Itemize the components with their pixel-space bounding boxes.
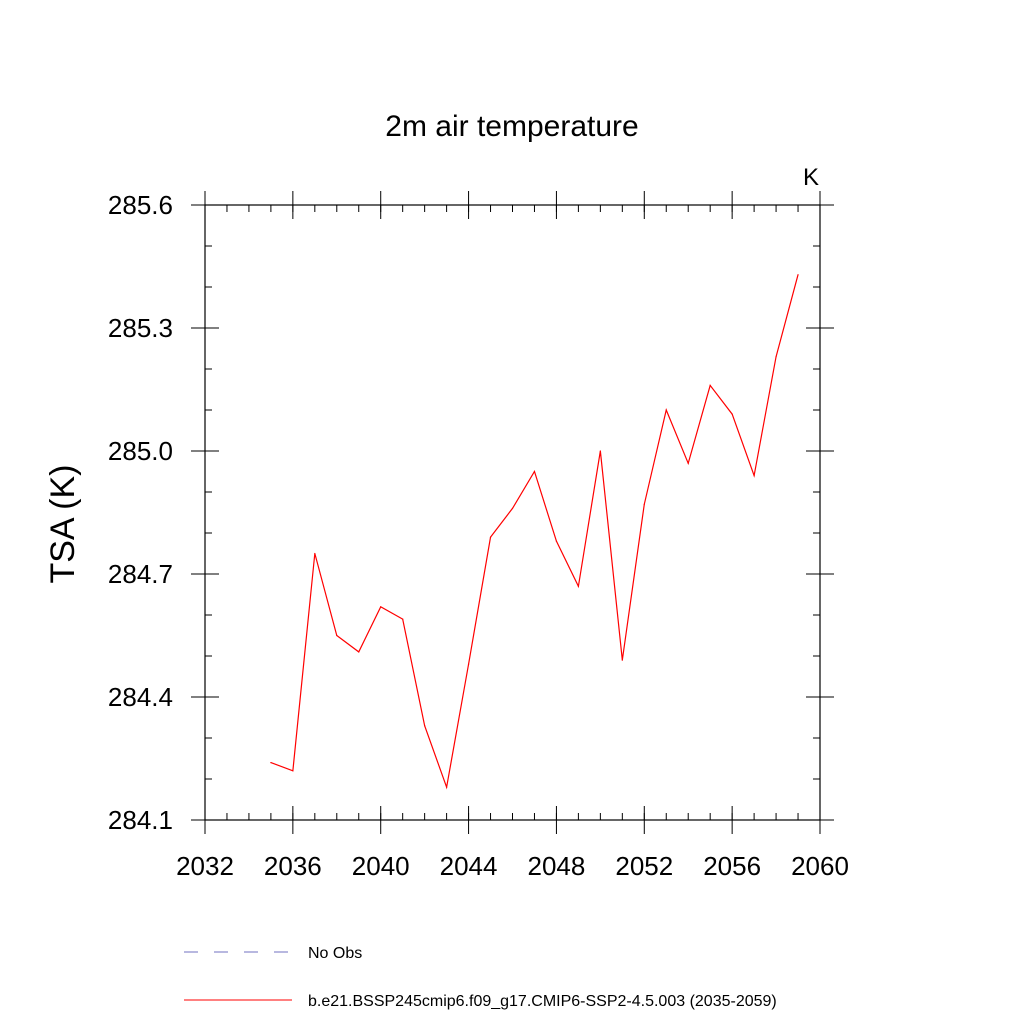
x-tick-label: 2036 [264,851,322,881]
x-tick-label: 2044 [440,851,498,881]
data-point [555,540,558,542]
y-tick-label: 284.7 [108,559,173,589]
data-point [533,470,536,473]
data-point [270,762,272,764]
x-tick-label: 2040 [352,851,410,881]
legend-label: b.e21.BSSP245cmip6.f09_g17.CMIP6-SSP2-4.… [308,993,777,1010]
y-tick-label: 285.3 [108,313,173,343]
y-tick-label: 285.6 [108,190,173,220]
data-point [665,409,667,411]
y-tick-label: 284.1 [108,805,173,835]
series-group [270,274,799,790]
data-point [402,618,404,620]
data-point [358,651,360,653]
data-point [643,503,645,505]
chart-title: 2m air temperature [385,110,638,143]
data-point [797,274,799,276]
legend-label: No Obs [308,945,362,962]
x-tick-label: 2032 [176,851,234,881]
series-line [270,274,799,790]
x-tick-label: 2052 [615,851,673,881]
legend: No Obs b.e21.BSSP245cmip6.f09_g17.CMIP6-S… [184,945,777,1010]
data-point [511,507,514,509]
x-tick-label: 2056 [703,851,761,881]
data-point [599,450,601,452]
plot-frame [204,204,821,821]
data-point [709,384,711,386]
data-point [621,659,623,661]
y-tick-label: 285.0 [108,436,173,466]
data-point [753,475,755,477]
x-tick-label: 2060 [791,851,849,881]
y-tick-labels: 284.1 284.4 284.7 285.0 285.3 285.6 [108,190,173,835]
data-point [424,725,426,727]
data-point [687,462,689,464]
data-point [489,536,492,538]
x-tick-labels: 2032 2036 2040 2044 2048 2052 2056 2060 [176,851,849,881]
data-point [314,552,316,555]
units-label: K [803,164,819,191]
data-point [380,606,382,608]
data-point [731,413,733,415]
data-point [775,356,777,358]
data-point [446,786,448,788]
y-tick-label: 284.4 [108,682,173,712]
data-point [292,770,294,772]
x-tick-label: 2048 [528,851,586,881]
tick-group [191,191,834,834]
y-axis-label: TSA (K) [44,464,82,583]
data-point [467,663,470,665]
data-point [336,634,338,637]
data-point [577,585,579,587]
